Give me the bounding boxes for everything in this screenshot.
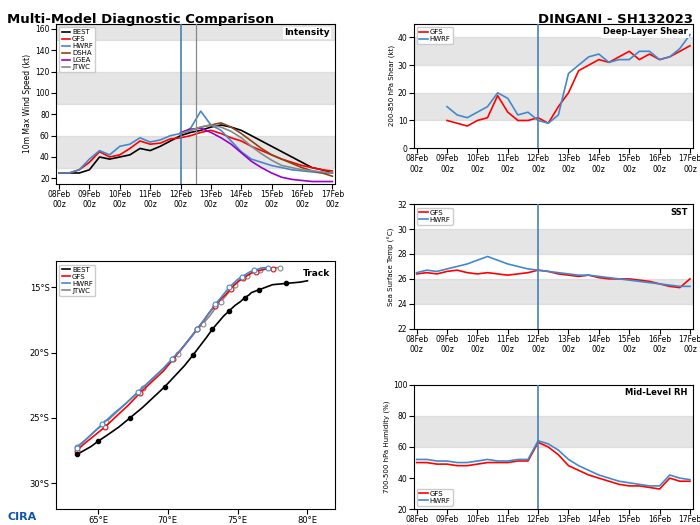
Bar bbox=[414, 37, 693, 65]
Text: Intensity: Intensity bbox=[284, 28, 330, 37]
Legend: BEST, GFS, HWRF, JTWC: BEST, GFS, HWRF, JTWC bbox=[60, 265, 95, 296]
Legend: GFS, HWRF: GFS, HWRF bbox=[417, 208, 452, 225]
Legend: GFS, HWRF: GFS, HWRF bbox=[417, 27, 452, 44]
Bar bbox=[56, 135, 335, 167]
Text: SST: SST bbox=[670, 208, 687, 217]
Y-axis label: 700-500 hPa Humidity (%): 700-500 hPa Humidity (%) bbox=[384, 401, 390, 493]
Bar bbox=[414, 229, 693, 254]
Bar bbox=[414, 416, 693, 447]
Legend: GFS, HWRF: GFS, HWRF bbox=[417, 489, 452, 506]
Text: Track: Track bbox=[302, 269, 330, 278]
Text: CIRA: CIRA bbox=[7, 512, 36, 522]
Y-axis label: Sea Surface Temp (°C): Sea Surface Temp (°C) bbox=[388, 227, 395, 306]
Bar bbox=[414, 279, 693, 304]
Y-axis label: 10m Max Wind Speed (kt): 10m Max Wind Speed (kt) bbox=[24, 54, 32, 153]
Bar bbox=[56, 24, 335, 39]
Legend: BEST, GFS, HWRF, DSHA, LGEA, JTWC: BEST, GFS, HWRF, DSHA, LGEA, JTWC bbox=[60, 27, 95, 72]
Text: Deep-Layer Shear: Deep-Layer Shear bbox=[603, 27, 687, 36]
Text: DINGANI - SH132023: DINGANI - SH132023 bbox=[538, 13, 693, 26]
Bar bbox=[56, 71, 335, 103]
Text: Multi-Model Diagnostic Comparison: Multi-Model Diagnostic Comparison bbox=[7, 13, 274, 26]
Text: Mid-Level RH: Mid-Level RH bbox=[625, 388, 687, 397]
Bar bbox=[414, 93, 693, 120]
Y-axis label: 200-850 hPa Shear (kt): 200-850 hPa Shear (kt) bbox=[389, 45, 395, 127]
